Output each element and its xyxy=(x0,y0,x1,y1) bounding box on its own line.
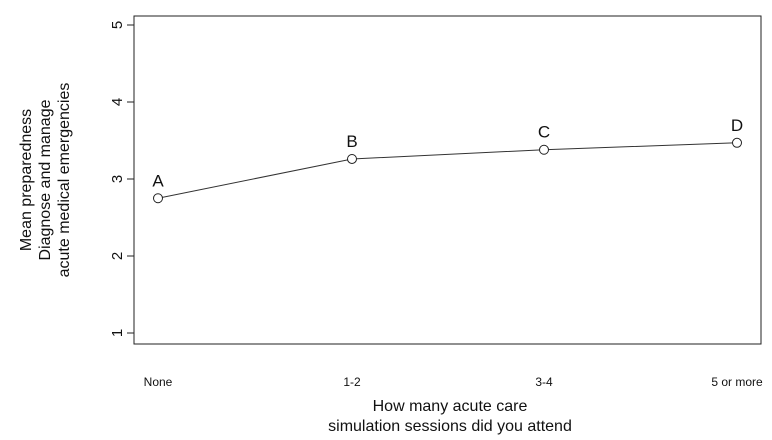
x-tick-label: None xyxy=(144,375,173,389)
point-label: C xyxy=(538,123,550,142)
x-axis-title-line: simulation sessions did you attend xyxy=(328,418,572,435)
x-axis-title: How many acute care simulation sessions d… xyxy=(328,398,572,435)
point-labels-group: A B C D xyxy=(152,116,743,190)
y-tick-label: 4 xyxy=(109,98,126,106)
plot-frame xyxy=(133,15,762,345)
y-tick-label: 3 xyxy=(109,175,126,183)
data-point xyxy=(347,153,357,164)
x-tick-label: 3-4 xyxy=(535,375,553,389)
x-tick-label: 5 or more xyxy=(711,375,763,389)
data-point xyxy=(539,144,549,155)
y-axis-title-line: Mean preparedness xyxy=(18,109,35,251)
y-axis-title-line: Diagnose and manage xyxy=(37,99,54,260)
data-point xyxy=(732,137,742,148)
series-line xyxy=(157,142,738,199)
point-label: A xyxy=(152,171,164,190)
series-group xyxy=(153,137,742,204)
y-axis-title-line: acute medical emergencies xyxy=(56,83,73,278)
x-axis-title-line: How many acute care xyxy=(373,398,528,415)
y-tick-label: 5 xyxy=(109,21,126,29)
y-tick-label: 1 xyxy=(109,329,126,337)
x-axis-tick-labels: None 1-2 3-4 5 or more xyxy=(144,375,763,389)
y-tick-label: 2 xyxy=(109,252,126,260)
point-label: B xyxy=(346,132,357,151)
data-point xyxy=(153,193,163,204)
y-axis-title: Mean preparedness Diagnose and manage acut… xyxy=(18,83,73,278)
point-label: D xyxy=(731,116,743,135)
y-axis: 1 2 3 4 5 xyxy=(109,21,135,337)
x-tick-label: 1-2 xyxy=(343,375,361,389)
